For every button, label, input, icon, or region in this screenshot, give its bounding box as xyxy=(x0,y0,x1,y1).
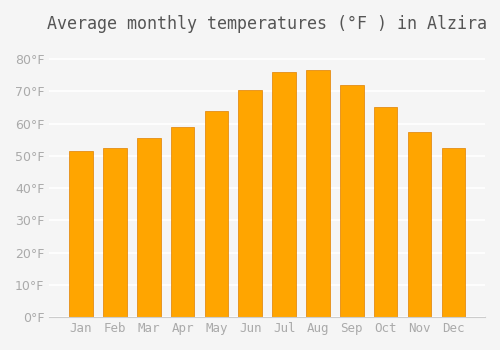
Bar xyxy=(272,72,296,317)
Bar xyxy=(306,70,330,317)
Bar xyxy=(442,148,465,317)
Bar xyxy=(374,107,398,317)
Bar xyxy=(238,90,262,317)
Bar xyxy=(340,85,363,317)
Bar xyxy=(408,132,432,317)
Bar xyxy=(103,148,126,317)
Bar xyxy=(69,151,93,317)
Bar xyxy=(137,138,160,317)
Bar xyxy=(204,111,229,317)
Bar xyxy=(170,127,194,317)
Title: Average monthly temperatures (°F ) in Alzira: Average monthly temperatures (°F ) in Al… xyxy=(47,15,487,33)
